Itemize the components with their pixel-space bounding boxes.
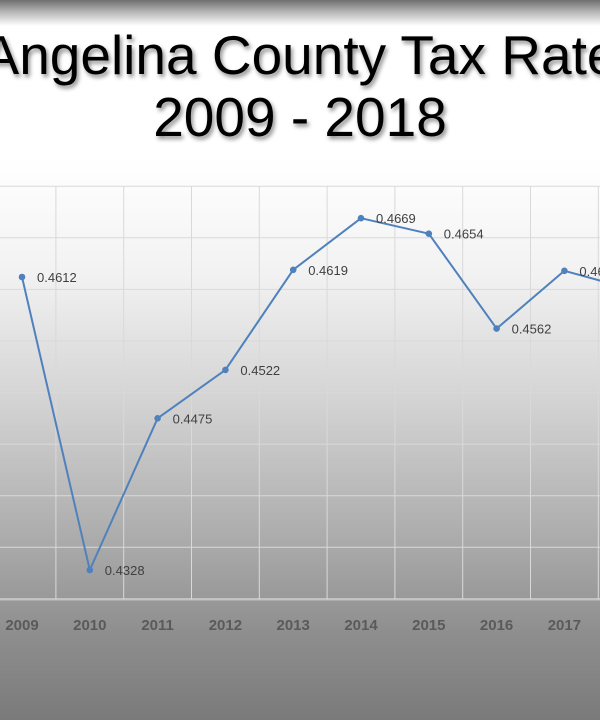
data-point-2015 (425, 230, 433, 237)
x-tick-label-2010: 2010 (73, 617, 106, 634)
data-label-2013: 0.4619 (308, 263, 348, 278)
data-label-2016: 0.4562 (512, 322, 552, 337)
data-label-2011: 0.4475 (173, 411, 213, 426)
x-tick-label-2014: 2014 (344, 617, 378, 634)
data-label-2010: 0.4328 (105, 563, 145, 578)
data-labels-group: 0.4612 0.4328 0.4475 0.4522 0.4619 0.4669 0.46… (37, 211, 600, 578)
data-point-2012 (222, 366, 229, 374)
data-point-2017 (561, 267, 568, 275)
chart-title-line1: Angelina County Tax Rate (0, 24, 600, 86)
chart-title-line2: 2009 - 2018 (153, 86, 447, 148)
x-tick-label-2012: 2012 (209, 617, 242, 634)
data-label-2009: 0.4612 (37, 270, 77, 285)
gridlines (0, 185, 600, 601)
data-label-2014: 0.4669 (376, 211, 416, 226)
data-point-2009 (18, 273, 26, 281)
data-point-2011 (154, 415, 161, 422)
x-tick-label-2009: 2009 (5, 617, 38, 634)
data-point-2013 (289, 266, 297, 274)
chart-title: Angelina County Tax Rate 2009 - 2018 (0, 24, 600, 148)
data-label-2012: 0.4522 (240, 363, 280, 378)
x-axis-ticks: 2009201020112012201320142015201620172018 (5, 617, 581, 634)
data-label-2017: 0.46 (579, 264, 600, 279)
x-tick-label-2017: 2017 (548, 617, 581, 634)
x-tick-label-2015: 2015 (412, 617, 445, 634)
x-tick-label-2016: 2016 (480, 617, 513, 634)
series-line (21, 217, 600, 571)
top-edge-shade (0, 0, 600, 26)
x-tick-label-2013: 2013 (277, 617, 310, 634)
data-point-2016 (493, 325, 500, 332)
data-point-2014 (357, 214, 365, 222)
data-points-group (18, 214, 568, 574)
x-tick-label-2011: 2011 (141, 617, 174, 634)
data-point-2010 (86, 566, 94, 574)
series-line-group (21, 217, 600, 571)
data-label-2015: 0.4654 (444, 227, 484, 242)
